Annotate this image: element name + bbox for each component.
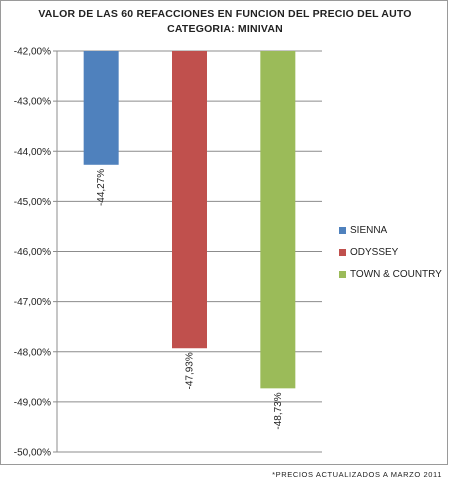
bar-sienna	[83, 51, 119, 165]
footnote: *PRECIOS ACTUALIZADOS A MARZO 2011	[272, 470, 442, 479]
legend-swatch	[339, 226, 346, 234]
chart-title: VALOR DE LAS 60 REFACCIONES EN FUNCION D…	[38, 8, 412, 20]
legend-label: SIENNA	[350, 224, 388, 236]
y-tick-label: -42,00%	[14, 47, 51, 58]
y-tick-label: -44,00%	[14, 147, 51, 158]
y-tick-label: -46,00%	[14, 247, 51, 258]
bar-odyssey	[172, 51, 207, 349]
y-tick-label: -47,00%	[14, 297, 51, 308]
data-label: -47,93%	[185, 352, 196, 389]
y-tick-label: -49,00%	[14, 397, 51, 408]
y-tick-label: -50,00%	[14, 448, 51, 459]
chart-subtitle: CATEGORIA: MINIVAN	[167, 23, 283, 35]
legend-item: TOWN & COUNTRY	[339, 265, 442, 283]
legend-swatch	[339, 248, 346, 256]
legend-swatch	[339, 270, 346, 278]
legend-item: SIENNA	[339, 221, 442, 239]
y-tick-label: -43,00%	[14, 97, 51, 108]
legend-item: ODYSSEY	[339, 243, 442, 261]
y-tick-label: -48,00%	[14, 347, 51, 358]
legend-label: ODYSSEY	[350, 246, 399, 258]
data-label: -48,73%	[273, 392, 284, 429]
legend-label: TOWN & COUNTRY	[350, 268, 442, 280]
data-label: -44,27%	[96, 169, 107, 206]
legend: SIENNA ODYSSEY TOWN & COUNTRY	[339, 221, 442, 287]
chart-frame	[0, 0, 448, 465]
y-tick-label: -45,00%	[14, 197, 51, 208]
bar-town-country	[260, 51, 296, 389]
